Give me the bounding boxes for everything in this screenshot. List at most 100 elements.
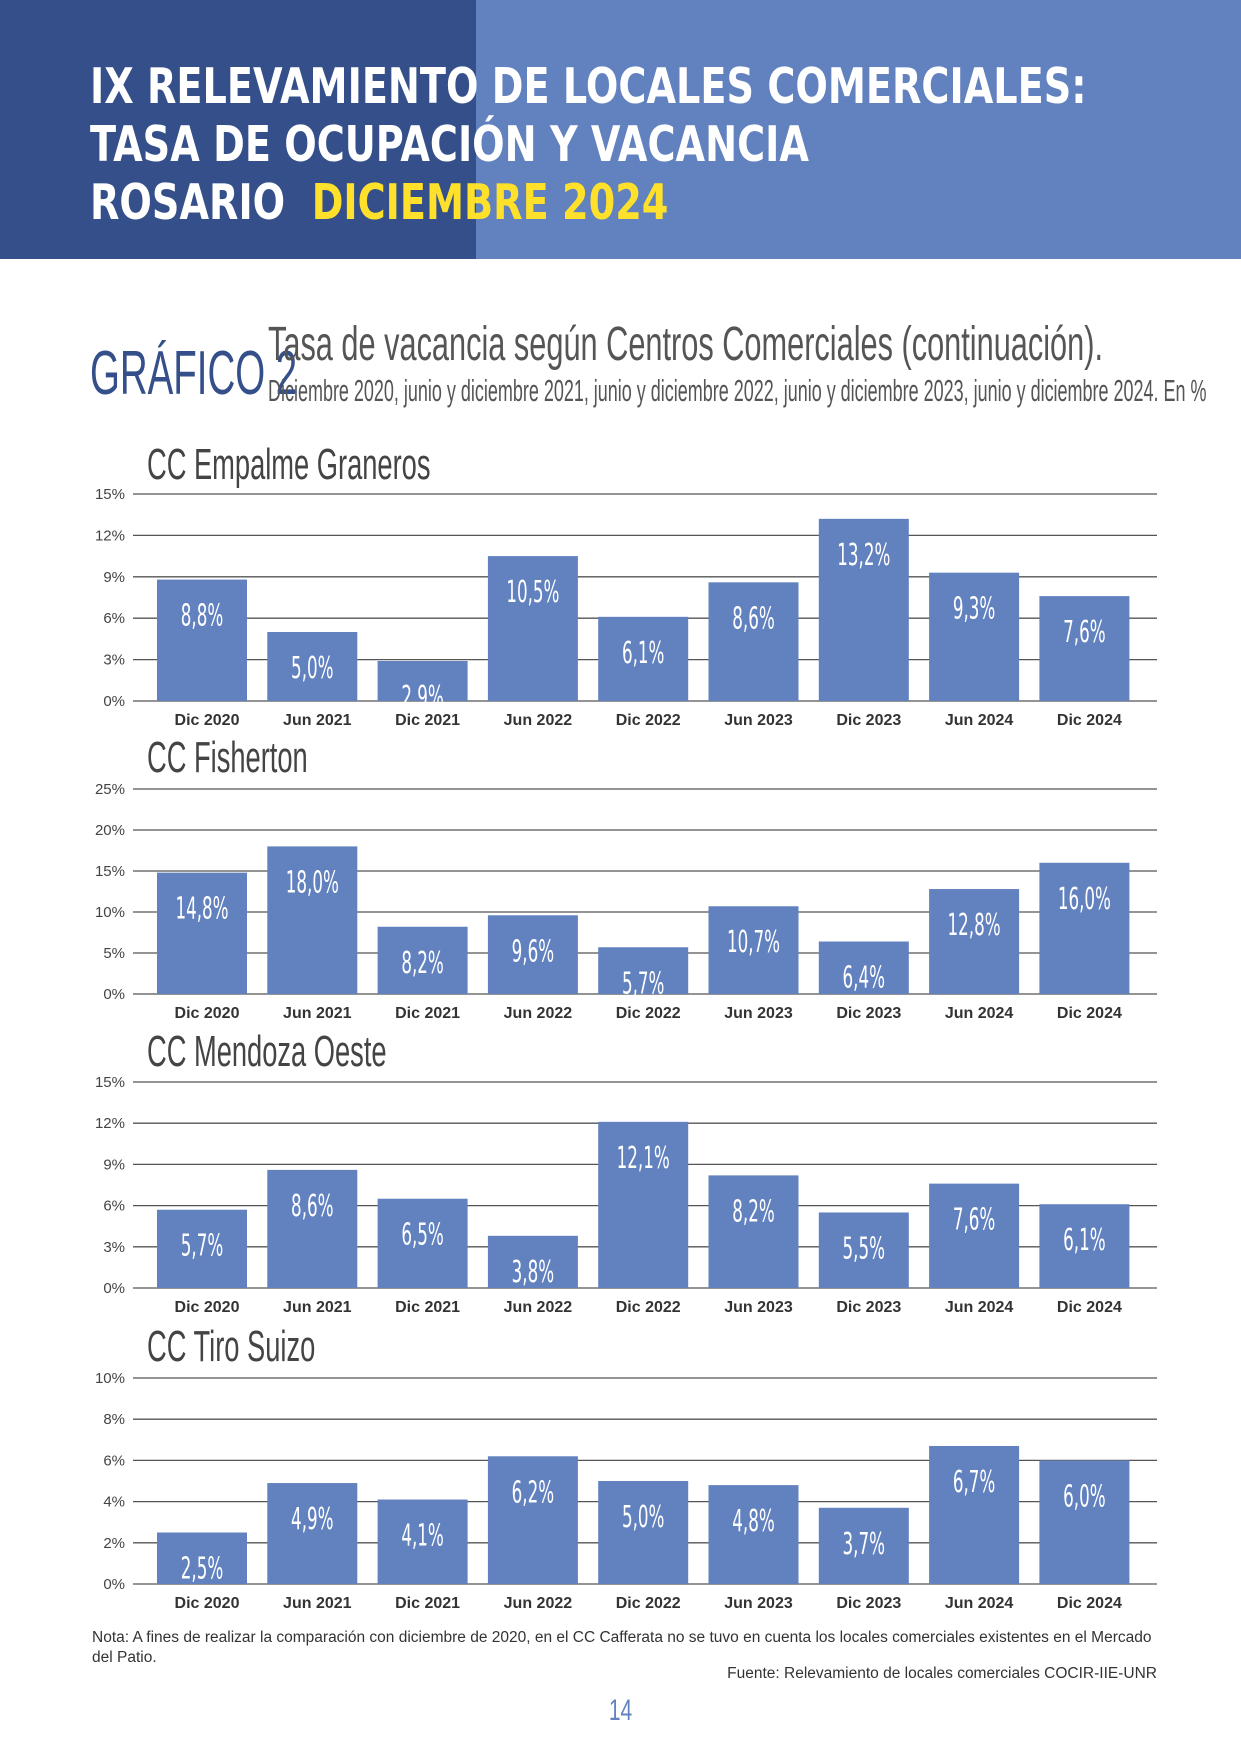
data-label: 16,0% — [1058, 881, 1111, 916]
data-label: 4,1% — [401, 1518, 443, 1553]
data-label: 8,2% — [732, 1194, 774, 1229]
x-tick-label: Jun 2022 — [504, 1299, 573, 1316]
figure-title: Tasa de vacancia según Centros Comercial… — [268, 318, 1103, 371]
x-tick-label: Dic 2024 — [1057, 1595, 1122, 1612]
x-tick-label: Dic 2022 — [616, 1595, 681, 1612]
bar — [377, 660, 468, 701]
data-label: 6,1% — [1063, 1223, 1105, 1258]
y-tick-label: 9% — [103, 1156, 125, 1173]
report-title: IX RELEVAMIENTO DE LOCALES COMERCIALES: … — [90, 58, 1087, 232]
data-label: 4,9% — [291, 1501, 333, 1536]
bar — [929, 1183, 1020, 1288]
bar — [929, 889, 1020, 994]
bar — [377, 926, 468, 994]
x-tick-label: Jun 2021 — [283, 1595, 352, 1612]
x-tick-label: Dic 2023 — [836, 1299, 901, 1316]
report-title-date: DICIEMBRE 2024 — [311, 174, 669, 231]
bar — [157, 579, 247, 701]
x-tick-label: Dic 2023 — [836, 1005, 901, 1022]
y-tick-label: 15% — [95, 863, 125, 880]
bar — [598, 1481, 689, 1584]
y-tick-label: 12% — [95, 527, 125, 544]
x-tick-label: Dic 2022 — [616, 1299, 681, 1316]
data-label: 5,0% — [622, 1499, 664, 1534]
data-label: 3,8% — [512, 1254, 554, 1289]
y-tick-label: 6% — [103, 1198, 125, 1215]
bar — [1039, 1460, 1130, 1584]
data-label: 5,0% — [291, 650, 333, 685]
x-tick-label: Dic 2024 — [1057, 1299, 1122, 1316]
x-tick-label: Dic 2020 — [175, 1299, 240, 1316]
bar — [598, 947, 689, 994]
bar — [267, 1169, 358, 1288]
x-tick-label: Dic 2023 — [836, 1595, 901, 1612]
x-tick-label: Jun 2024 — [945, 712, 1014, 729]
y-tick-label: 3% — [103, 1239, 125, 1256]
y-tick-label: 12% — [95, 1115, 125, 1132]
y-tick-label: 5% — [103, 945, 125, 962]
data-label: 5,7% — [181, 1228, 223, 1263]
x-tick-label: Jun 2024 — [945, 1595, 1014, 1612]
figure-label: GRÁFICO 2 — [90, 339, 298, 408]
bar — [267, 632, 358, 701]
bar — [708, 1485, 799, 1584]
data-label: 6,5% — [401, 1217, 443, 1252]
chart-title: CC Mendoza Oeste — [147, 1027, 387, 1076]
bar — [929, 1445, 1020, 1584]
x-tick-label: Dic 2021 — [395, 712, 460, 729]
x-tick-label: Jun 2022 — [504, 1005, 573, 1022]
y-tick-label: 3% — [103, 652, 125, 669]
data-label: 10,7% — [727, 925, 780, 960]
chart-cc-tiro-suizo: CC Tiro Suizo 0% 2% 4% 6% 8% 10% 2,5% Dic 2020 4… — [0, 1322, 1241, 1612]
y-tick-label: 2% — [103, 1535, 125, 1552]
x-tick-label: Dic 2021 — [395, 1005, 460, 1022]
bar — [818, 1507, 909, 1584]
data-label: 8,2% — [401, 945, 443, 980]
data-label: 6,1% — [622, 635, 664, 670]
x-tick-label: Jun 2024 — [945, 1299, 1014, 1316]
x-tick-label: Jun 2024 — [945, 1005, 1014, 1022]
x-tick-label: Jun 2023 — [724, 1299, 793, 1316]
chart-cc-fisherton: CC Fisherton 0% 5% 10% 15% 20% 25% 14,8% Dic 20… — [0, 733, 1241, 1023]
report-title-line1: IX RELEVAMIENTO DE LOCALES COMERCIALES: — [90, 58, 1087, 115]
y-tick-label: 25% — [95, 781, 125, 798]
x-tick-label: Jun 2021 — [283, 712, 352, 729]
data-label: 5,7% — [622, 966, 664, 1001]
bar — [157, 1209, 247, 1288]
x-tick-label: Dic 2021 — [395, 1595, 460, 1612]
data-label: 8,8% — [181, 598, 223, 633]
y-tick-label: 20% — [95, 822, 125, 839]
chart-title: CC Fisherton — [147, 733, 308, 782]
x-tick-label: Dic 2023 — [836, 712, 901, 729]
x-tick-label: Jun 2021 — [283, 1299, 352, 1316]
data-label: 9,6% — [512, 934, 554, 969]
data-label: 2,5% — [181, 1551, 223, 1586]
chart-cc-mendoza-oeste: CC Mendoza Oeste 0% 3% 6% 9% 12% 15% 5,7% Dic 2… — [0, 1027, 1241, 1317]
x-tick-label: Dic 2022 — [616, 712, 681, 729]
data-label: 6,2% — [512, 1475, 554, 1510]
bar — [157, 872, 247, 994]
x-tick-label: Dic 2024 — [1057, 712, 1122, 729]
bar — [929, 572, 1020, 701]
footnote: Nota: A fines de realizar la comparación… — [92, 1629, 1152, 1666]
bar — [1039, 1204, 1130, 1288]
header-banner-dark-panel — [0, 0, 476, 259]
x-tick-label: Dic 2020 — [175, 1595, 240, 1612]
data-label: 7,6% — [953, 1202, 995, 1237]
data-label: 12,1% — [617, 1140, 670, 1175]
data-label: 6,0% — [1063, 1479, 1105, 1514]
data-label: 8,6% — [732, 601, 774, 636]
bar — [818, 941, 909, 994]
source-note: Fuente: Relevamiento de locales comercia… — [727, 1665, 1157, 1682]
report-title-location: ROSARIO — [90, 174, 286, 231]
y-tick-label: 8% — [103, 1411, 125, 1428]
page-number: 14 — [608, 1694, 633, 1727]
bar-chart-svg: 0% 3% 6% 9% 12% 15% 5,7% Dic 2020 8,6% Jun 2021 6,… — [95, 1074, 1157, 1316]
figure-subtitle: Diciembre 2020, junio y diciembre 2021, … — [268, 373, 1207, 408]
y-tick-label: 6% — [103, 1452, 125, 1469]
x-tick-label: Dic 2024 — [1057, 1005, 1122, 1022]
y-tick-label: 0% — [103, 693, 125, 710]
bar — [487, 1235, 578, 1288]
y-tick-label: 0% — [103, 1280, 125, 1297]
bar — [598, 616, 689, 701]
